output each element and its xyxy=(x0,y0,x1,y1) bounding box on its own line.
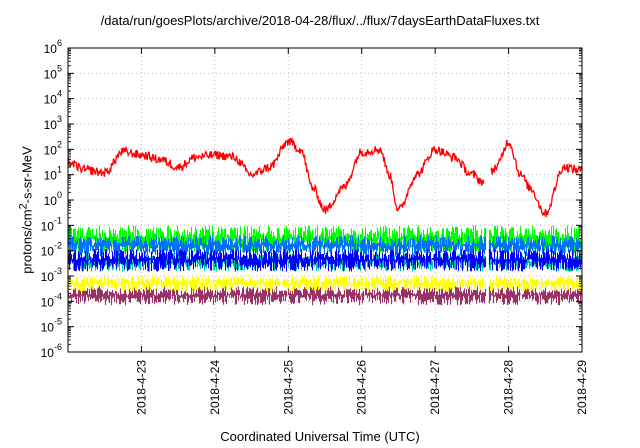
y-tick-label: 10-6 xyxy=(41,342,62,360)
y-tick-label: 103 xyxy=(44,114,62,132)
y-tick-label: 105 xyxy=(44,63,62,81)
y-tick-label: 101 xyxy=(44,165,62,183)
series-line-red xyxy=(67,136,583,218)
x-tick-label: 2018-4-24 xyxy=(208,360,222,415)
x-tick-label: 2018-4-25 xyxy=(281,360,295,415)
y-tick-label: 10-5 xyxy=(41,317,62,335)
y-tick-label: 100 xyxy=(44,190,62,208)
y-tick-label: 102 xyxy=(44,139,62,157)
chart-title: /data/run/goesPlots/archive/2018-04-28/f… xyxy=(100,13,540,28)
x-tick-label: 2018-4-28 xyxy=(502,360,516,415)
y-axis-label: protons/cm2-s-sr-MeV xyxy=(17,146,35,274)
y-tick-label: 10-4 xyxy=(41,291,62,309)
x-tick-label: 2018-4-23 xyxy=(134,360,148,415)
x-tick-label: 2018-4-26 xyxy=(355,360,369,415)
x-axis-label: Coordinated Universal Time (UTC) xyxy=(220,429,420,444)
y-tick-label: 104 xyxy=(44,89,62,107)
y-tick-label: 10-2 xyxy=(41,241,62,259)
series-band-ffff00 xyxy=(67,276,583,292)
x-tick-label: 2018-4-27 xyxy=(428,360,442,415)
y-tick-label: 10-3 xyxy=(41,266,62,284)
y-tick-label: 106 xyxy=(44,38,62,56)
y-tick-label: 10-1 xyxy=(41,215,62,233)
x-tick-label: 2018-4-29 xyxy=(575,360,589,415)
